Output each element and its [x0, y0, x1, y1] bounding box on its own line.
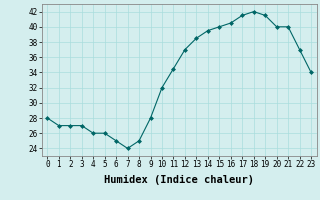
X-axis label: Humidex (Indice chaleur): Humidex (Indice chaleur)	[104, 175, 254, 185]
